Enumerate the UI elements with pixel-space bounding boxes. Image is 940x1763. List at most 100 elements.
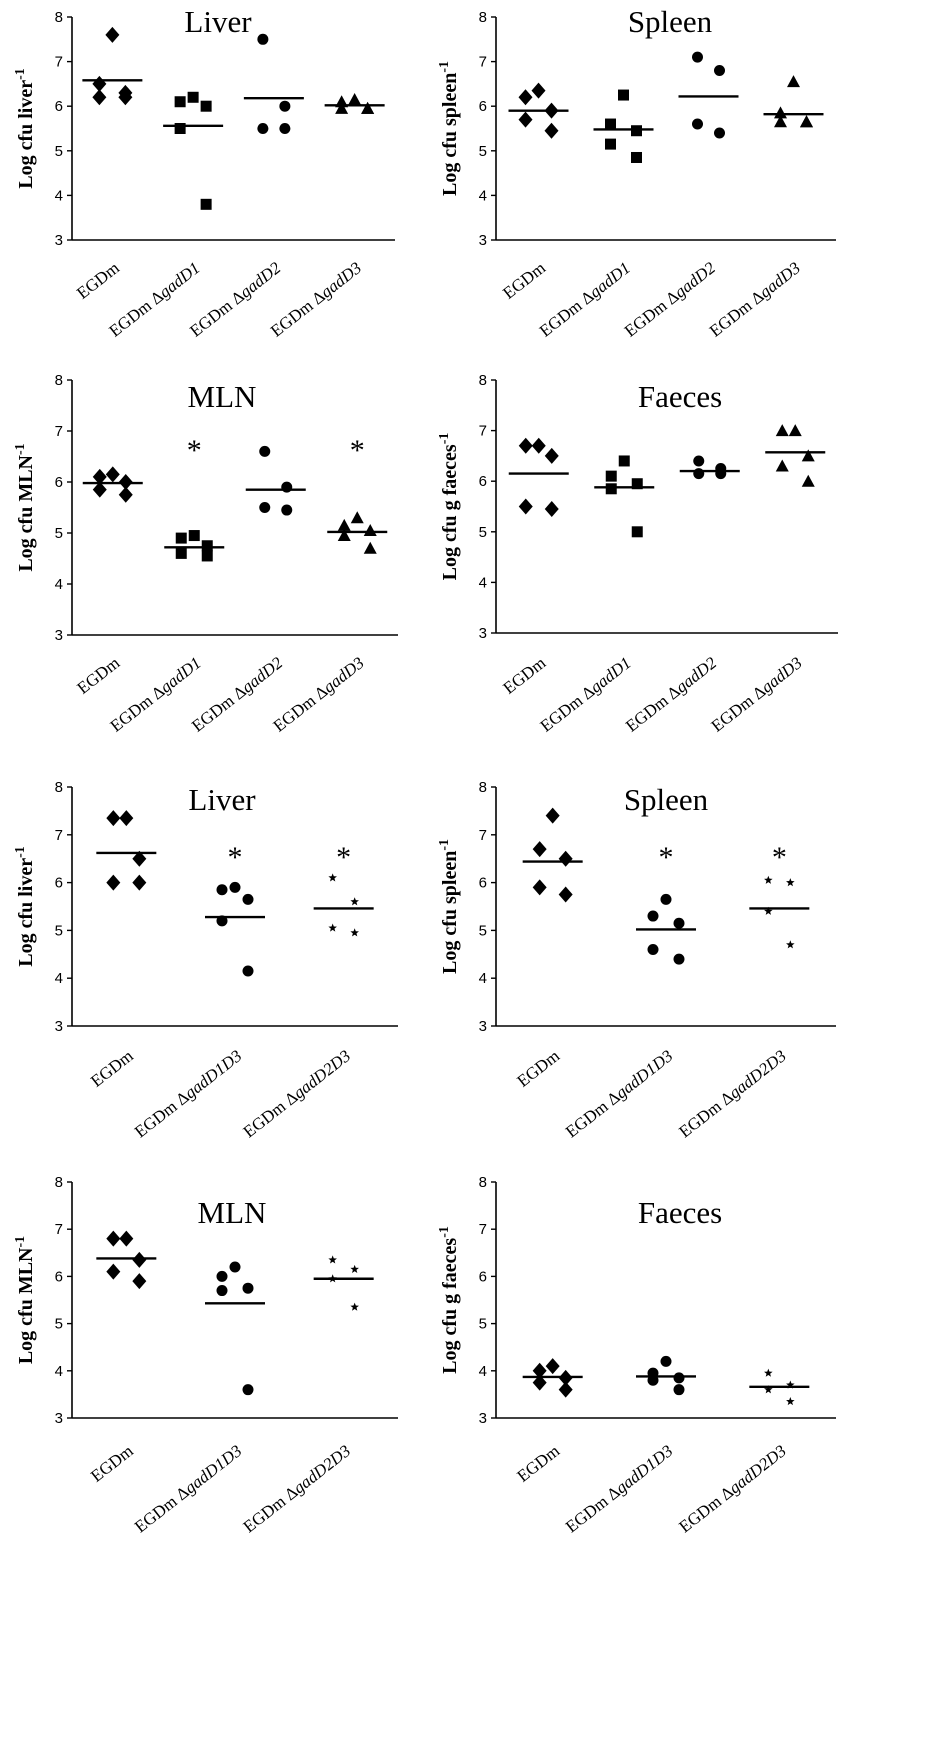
data-point xyxy=(200,198,212,210)
x-category-label: EGDm ΔgadD2D3 xyxy=(240,1046,354,1141)
data-point xyxy=(693,455,705,467)
data-point xyxy=(337,529,351,542)
series-group xyxy=(594,455,655,538)
y-axis-label: Log cfu liver-1 xyxy=(13,68,37,189)
x-category-label: EGDm ΔgadD1D3 xyxy=(131,1046,245,1141)
y-tick-label: 7 xyxy=(55,827,63,844)
x-category-label: EGDm ΔgadD2D3 xyxy=(240,1441,354,1536)
data-point xyxy=(673,953,685,965)
data-point xyxy=(175,547,187,559)
data-point xyxy=(174,96,186,108)
series-group xyxy=(508,437,569,518)
data-point xyxy=(350,897,359,906)
data-point xyxy=(242,893,254,905)
data-point xyxy=(631,526,643,538)
data-point xyxy=(532,1362,547,1379)
data-point xyxy=(788,424,802,437)
data-point xyxy=(518,111,533,128)
data-point xyxy=(105,26,120,43)
y-tick-label: 3 xyxy=(479,1018,487,1035)
series-group xyxy=(96,810,157,891)
data-point xyxy=(350,1302,359,1311)
data-point xyxy=(647,944,659,956)
data-point xyxy=(201,550,213,562)
y-tick-label: 3 xyxy=(55,1410,63,1427)
y-tick-label: 7 xyxy=(55,54,63,71)
series-group xyxy=(679,455,740,480)
series-group xyxy=(163,91,224,210)
chart-panel-1: Liver 3 4 5 6 7 8 Log cfu liver-1 EGDm EGDm ΔgadD… xyxy=(0,0,440,370)
y-tick-label: 5 xyxy=(479,524,487,541)
y-tick-label: 6 xyxy=(55,98,63,115)
data-point xyxy=(348,93,362,106)
x-category-label: EGDm ΔgadD2 xyxy=(621,258,719,341)
y-tick-label: 8 xyxy=(479,372,487,389)
data-point xyxy=(328,1255,337,1264)
y-axis-label: Log cfu MLN-1 xyxy=(13,1236,37,1364)
series-group xyxy=(324,93,385,114)
data-point xyxy=(786,1380,795,1389)
data-point xyxy=(328,873,337,882)
chart-panel-4: Faeces 3 4 5 6 7 8 Log cfu g faeces-1 EGDm EGDm Δ… xyxy=(437,372,940,760)
data-point xyxy=(532,841,547,858)
y-tick-label: 4 xyxy=(55,970,63,987)
data-point xyxy=(92,481,107,498)
data-point xyxy=(647,910,659,922)
x-category-label: EGDm ΔgadD3 xyxy=(708,653,806,735)
y-tick-label: 4 xyxy=(479,574,487,591)
series-group xyxy=(82,26,143,106)
chart-panel-8: Faeces 3 4 5 6 7 8 Log cfu g faeces-1 EGDm EGDm Δ… xyxy=(437,1174,940,1763)
data-point xyxy=(775,459,789,472)
y-axis-label: Log cfu spleen-1 xyxy=(437,839,461,974)
x-category-label: EGDm ΔgadD2D3 xyxy=(675,1441,789,1536)
y-tick-label: 4 xyxy=(479,187,487,204)
y-tick-label: 5 xyxy=(55,143,63,160)
series-group: * xyxy=(327,434,388,554)
y-tick-label: 6 xyxy=(55,1268,63,1285)
data-point xyxy=(132,1251,147,1268)
data-point xyxy=(200,100,212,112)
y-tick-label: 4 xyxy=(479,970,487,987)
chart-title: MLN xyxy=(198,1195,267,1230)
data-point xyxy=(363,523,377,536)
data-point xyxy=(544,122,559,139)
data-point xyxy=(175,532,187,544)
x-category-label: EGDm ΔgadD2D3 xyxy=(675,1046,789,1141)
y-tick-label: 8 xyxy=(55,9,63,26)
data-point xyxy=(242,1282,254,1294)
data-point xyxy=(631,125,642,137)
x-category-label: EGDm ΔgadD3 xyxy=(270,653,368,735)
series-group xyxy=(205,1261,265,1396)
y-tick-label: 3 xyxy=(479,625,487,642)
y-tick-label: 7 xyxy=(55,1221,63,1238)
data-point xyxy=(281,481,293,493)
y-axis-label: Log cfu g faeces-1 xyxy=(437,1226,461,1374)
x-category-label: EGDm ΔgadD1D3 xyxy=(131,1441,245,1536)
data-point xyxy=(605,483,617,495)
data-point xyxy=(764,906,773,915)
y-tick-label: 5 xyxy=(55,922,63,939)
data-point xyxy=(693,468,705,480)
data-point xyxy=(714,127,725,139)
data-point xyxy=(335,101,349,114)
series-group xyxy=(508,82,569,139)
y-tick-label: 6 xyxy=(479,875,487,892)
data-point xyxy=(257,123,269,134)
data-point xyxy=(715,468,727,480)
data-point xyxy=(216,1270,228,1282)
series-group xyxy=(522,1358,583,1398)
data-point xyxy=(618,455,630,467)
data-point xyxy=(229,881,241,893)
x-category-label: EGDm ΔgadD3 xyxy=(706,258,804,340)
data-point xyxy=(544,501,559,518)
chart-panel-2: Spleen 3 4 5 6 7 8 Log cfu spleen-1 EGDm EGDm Δga… xyxy=(437,0,940,370)
y-tick-label: 3 xyxy=(55,627,63,644)
y-tick-label: 7 xyxy=(479,54,487,71)
data-point xyxy=(257,33,269,45)
chart-title: MLN xyxy=(188,379,257,414)
data-point xyxy=(544,447,559,464)
chart-title: Spleen xyxy=(628,4,713,39)
